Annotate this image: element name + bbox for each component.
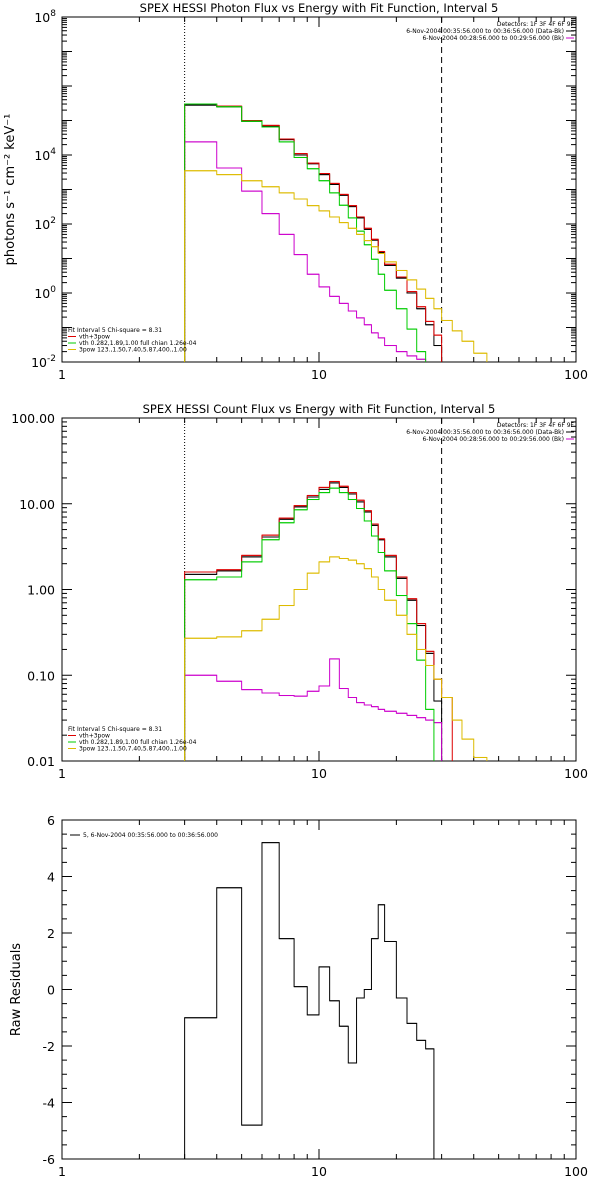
legend-header: Detectors: 1F 3F 4F 6F 9F (497, 21, 575, 28)
series-line (184, 480, 453, 761)
chart-title: SPEX HESSI Photon Flux vs Energy with Fi… (140, 1, 499, 15)
chart-panel-3: 1 10 100 6 4 2 0 -2 -4 -6 Raw Residuals 5, 6-Nov-20… (9, 813, 588, 1179)
y-tick-exponent: 2 (50, 216, 56, 226)
series-line (184, 141, 427, 362)
series-line (184, 170, 488, 362)
y-tick-label: 104 (34, 147, 56, 163)
y-tick-label: 10-2 (31, 354, 56, 370)
x-tick-label: 1 (58, 1164, 66, 1179)
series-line (184, 658, 443, 761)
legend-entry-label: 6-Nov-2004 00:35:56.000 to 00:36:56.000 … (406, 28, 564, 35)
series-line (184, 103, 427, 362)
y-tick-exponent: -2 (47, 354, 56, 364)
series-residuals (184, 842, 435, 1159)
legend-entry-label: 6-Nov-2004 00:28:56.000 to 00:29:56.000 … (422, 436, 564, 443)
legend-entry-label: vth 0.282,1.89,1.00 full chian 1.26e-04 (79, 340, 197, 347)
y-tick-label: 0.01 (27, 754, 55, 769)
legend-entry-label: 5, 6-Nov-2004 00:35:56.000 to 00:36:56.0… (83, 832, 218, 839)
legend-header: Fit Interval 5 Chi-square = 8.31 (68, 327, 162, 334)
y-tick-label: 102 (34, 216, 56, 232)
y-tick-label: 0.10 (27, 668, 55, 683)
y-tick-label: 100.00 (11, 411, 55, 426)
series-vth-3pow (184, 480, 453, 761)
series-line (184, 103, 443, 362)
legend-entry-label: vth+3pow (79, 334, 110, 341)
plot-area (184, 480, 488, 761)
series-vth (184, 103, 427, 362)
x-tick-label: 1 (58, 766, 66, 781)
plot-frame (61, 417, 577, 762)
y-tick-label: 100 (34, 285, 56, 301)
series-data-bk (184, 482, 443, 761)
series-line (184, 487, 435, 761)
y-tick-label: 10.00 (19, 497, 55, 512)
series-line (184, 482, 443, 761)
legend-entry-label: 6-Nov-2004 00:35:56.000 to 00:36:56.000 … (406, 429, 564, 436)
series-line (184, 556, 488, 761)
x-tick-label: 100 (564, 1164, 588, 1179)
x-tick-label: 100 (564, 367, 588, 382)
legend-entry-label: 3pow 123.,1.50,7.40,5.87,400.,1.00 (79, 746, 187, 753)
x-tick-label: 1 (58, 367, 66, 382)
chart-panel-1: SPEX HESSI Photon Flux vs Energy with Fi… (3, 1, 588, 382)
y-tick-base: 10 (34, 217, 50, 232)
series-bk (184, 658, 443, 761)
legend-entry-label: vth+3pow (79, 733, 110, 740)
legend-entry-label: vth 0.282,1.89,1.00 full chian 1.26e-04 (79, 739, 197, 746)
x-tick-label: 10 (311, 367, 327, 382)
legend-entry-label: 3pow 123.,1.50,7.40,5.87,400.,1.00 (79, 347, 187, 354)
y-tick-base: 10 (34, 10, 50, 25)
y-tick-label: -2 (43, 1039, 55, 1054)
legend-entry-label: 6-Nov-2004 00:28:56.000 to 00:29:56.000 … (422, 35, 564, 42)
plot-area (184, 842, 435, 1159)
y-tick-label: 108 (34, 9, 56, 25)
series-bk (184, 141, 427, 362)
y-tick-label: 0 (47, 983, 55, 998)
chart-panel-2: SPEX HESSI Count Flux vs Energy with Fit… (11, 402, 588, 781)
series-line (184, 842, 435, 1159)
y-tick-exponent: 8 (50, 9, 56, 19)
y-tick-label: 6 (47, 813, 55, 828)
y-axis-label: Raw Residuals (9, 943, 24, 1036)
y-tick-base: 10 (34, 286, 50, 301)
y-tick-label: 4 (47, 870, 55, 885)
series-vth (184, 487, 435, 761)
series-data-bk (184, 104, 443, 362)
y-tick-label: 2 (47, 926, 55, 941)
x-tick-label: 10 (311, 1164, 327, 1179)
legend-header: Fit Interval 5 Chi-square = 8.31 (68, 726, 162, 733)
y-tick-exponent: 4 (50, 147, 56, 157)
chart-title: SPEX HESSI Count Flux vs Energy with Fit… (143, 402, 496, 416)
y-tick-base: 10 (34, 148, 50, 163)
series-line (184, 104, 443, 362)
y-tick-base: 10 (31, 355, 47, 370)
x-tick-label: 10 (311, 766, 327, 781)
plot-frame (61, 16, 577, 363)
y-axis-label: photons s⁻¹ cm⁻² keV⁻¹ (3, 114, 18, 266)
y-tick-exponent: 0 (50, 285, 56, 295)
plot-area (184, 103, 488, 362)
series-3pow (184, 556, 488, 761)
y-tick-label: -6 (43, 1152, 56, 1167)
legend-header: Detectors: 1F 3F 4F 6F 9F (497, 422, 575, 429)
x-tick-label: 100 (564, 766, 588, 781)
series-vth-3pow (184, 103, 443, 362)
y-tick-label: 1.00 (27, 583, 55, 598)
y-tick-label: -4 (43, 1096, 56, 1111)
series-3pow (184, 170, 488, 362)
